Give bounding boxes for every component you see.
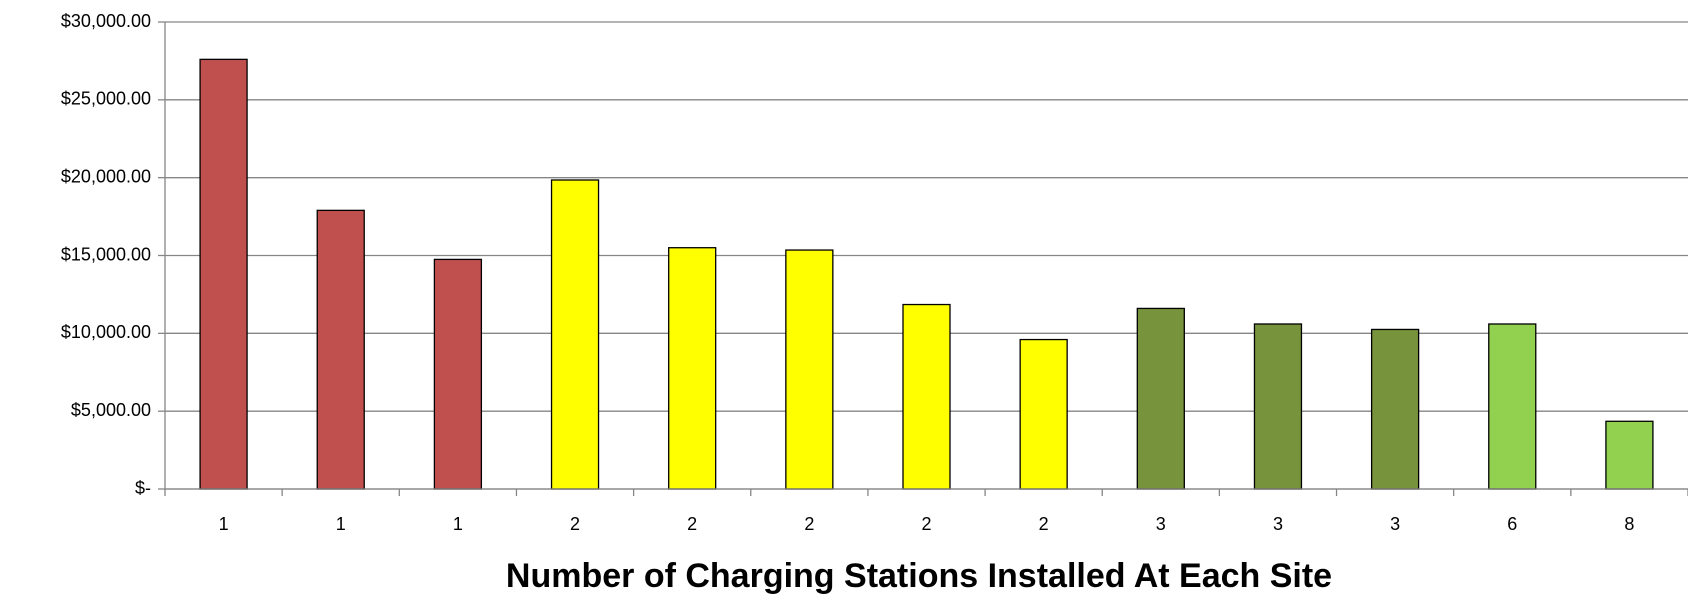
x-tick-label: 2	[687, 514, 697, 534]
y-tick-label: $20,000.00	[61, 166, 151, 186]
x-tick-label: 3	[1273, 514, 1283, 534]
x-tick-label: 8	[1624, 514, 1634, 534]
x-tick-label: 2	[921, 514, 931, 534]
bar	[316, 209, 365, 490]
x-tick-label: 1	[453, 514, 463, 534]
bar	[1253, 323, 1303, 490]
x-tick-label: 3	[1156, 514, 1166, 534]
bar	[1136, 307, 1185, 490]
bar	[785, 249, 834, 490]
bar	[1019, 338, 1068, 490]
y-tick-label: $10,000.00	[61, 322, 151, 342]
bar	[902, 303, 951, 490]
x-tick-label: 2	[804, 514, 814, 534]
y-tick-label: $25,000.00	[61, 89, 151, 109]
x-tick-label: 1	[336, 514, 346, 534]
y-tick-label: $-	[135, 478, 151, 498]
bar	[1605, 420, 1654, 490]
bar	[1488, 323, 1537, 490]
bar	[433, 258, 483, 490]
y-tick-label: $15,000.00	[61, 244, 151, 264]
x-tick-label: 6	[1507, 514, 1517, 534]
bar	[550, 179, 600, 490]
x-tick-label: 2	[570, 514, 580, 534]
bar	[668, 247, 717, 490]
x-tick-label: 3	[1390, 514, 1400, 534]
x-tick-label: 2	[1039, 514, 1049, 534]
x-axis-title: Number of Charging Stations Installed At…	[506, 557, 1332, 595]
y-tick-label: $30,000.00	[61, 11, 151, 31]
y-tick-label: $5,000.00	[71, 400, 151, 420]
x-tick-label: 1	[219, 514, 229, 534]
bar	[199, 58, 248, 490]
bar	[1370, 328, 1420, 490]
